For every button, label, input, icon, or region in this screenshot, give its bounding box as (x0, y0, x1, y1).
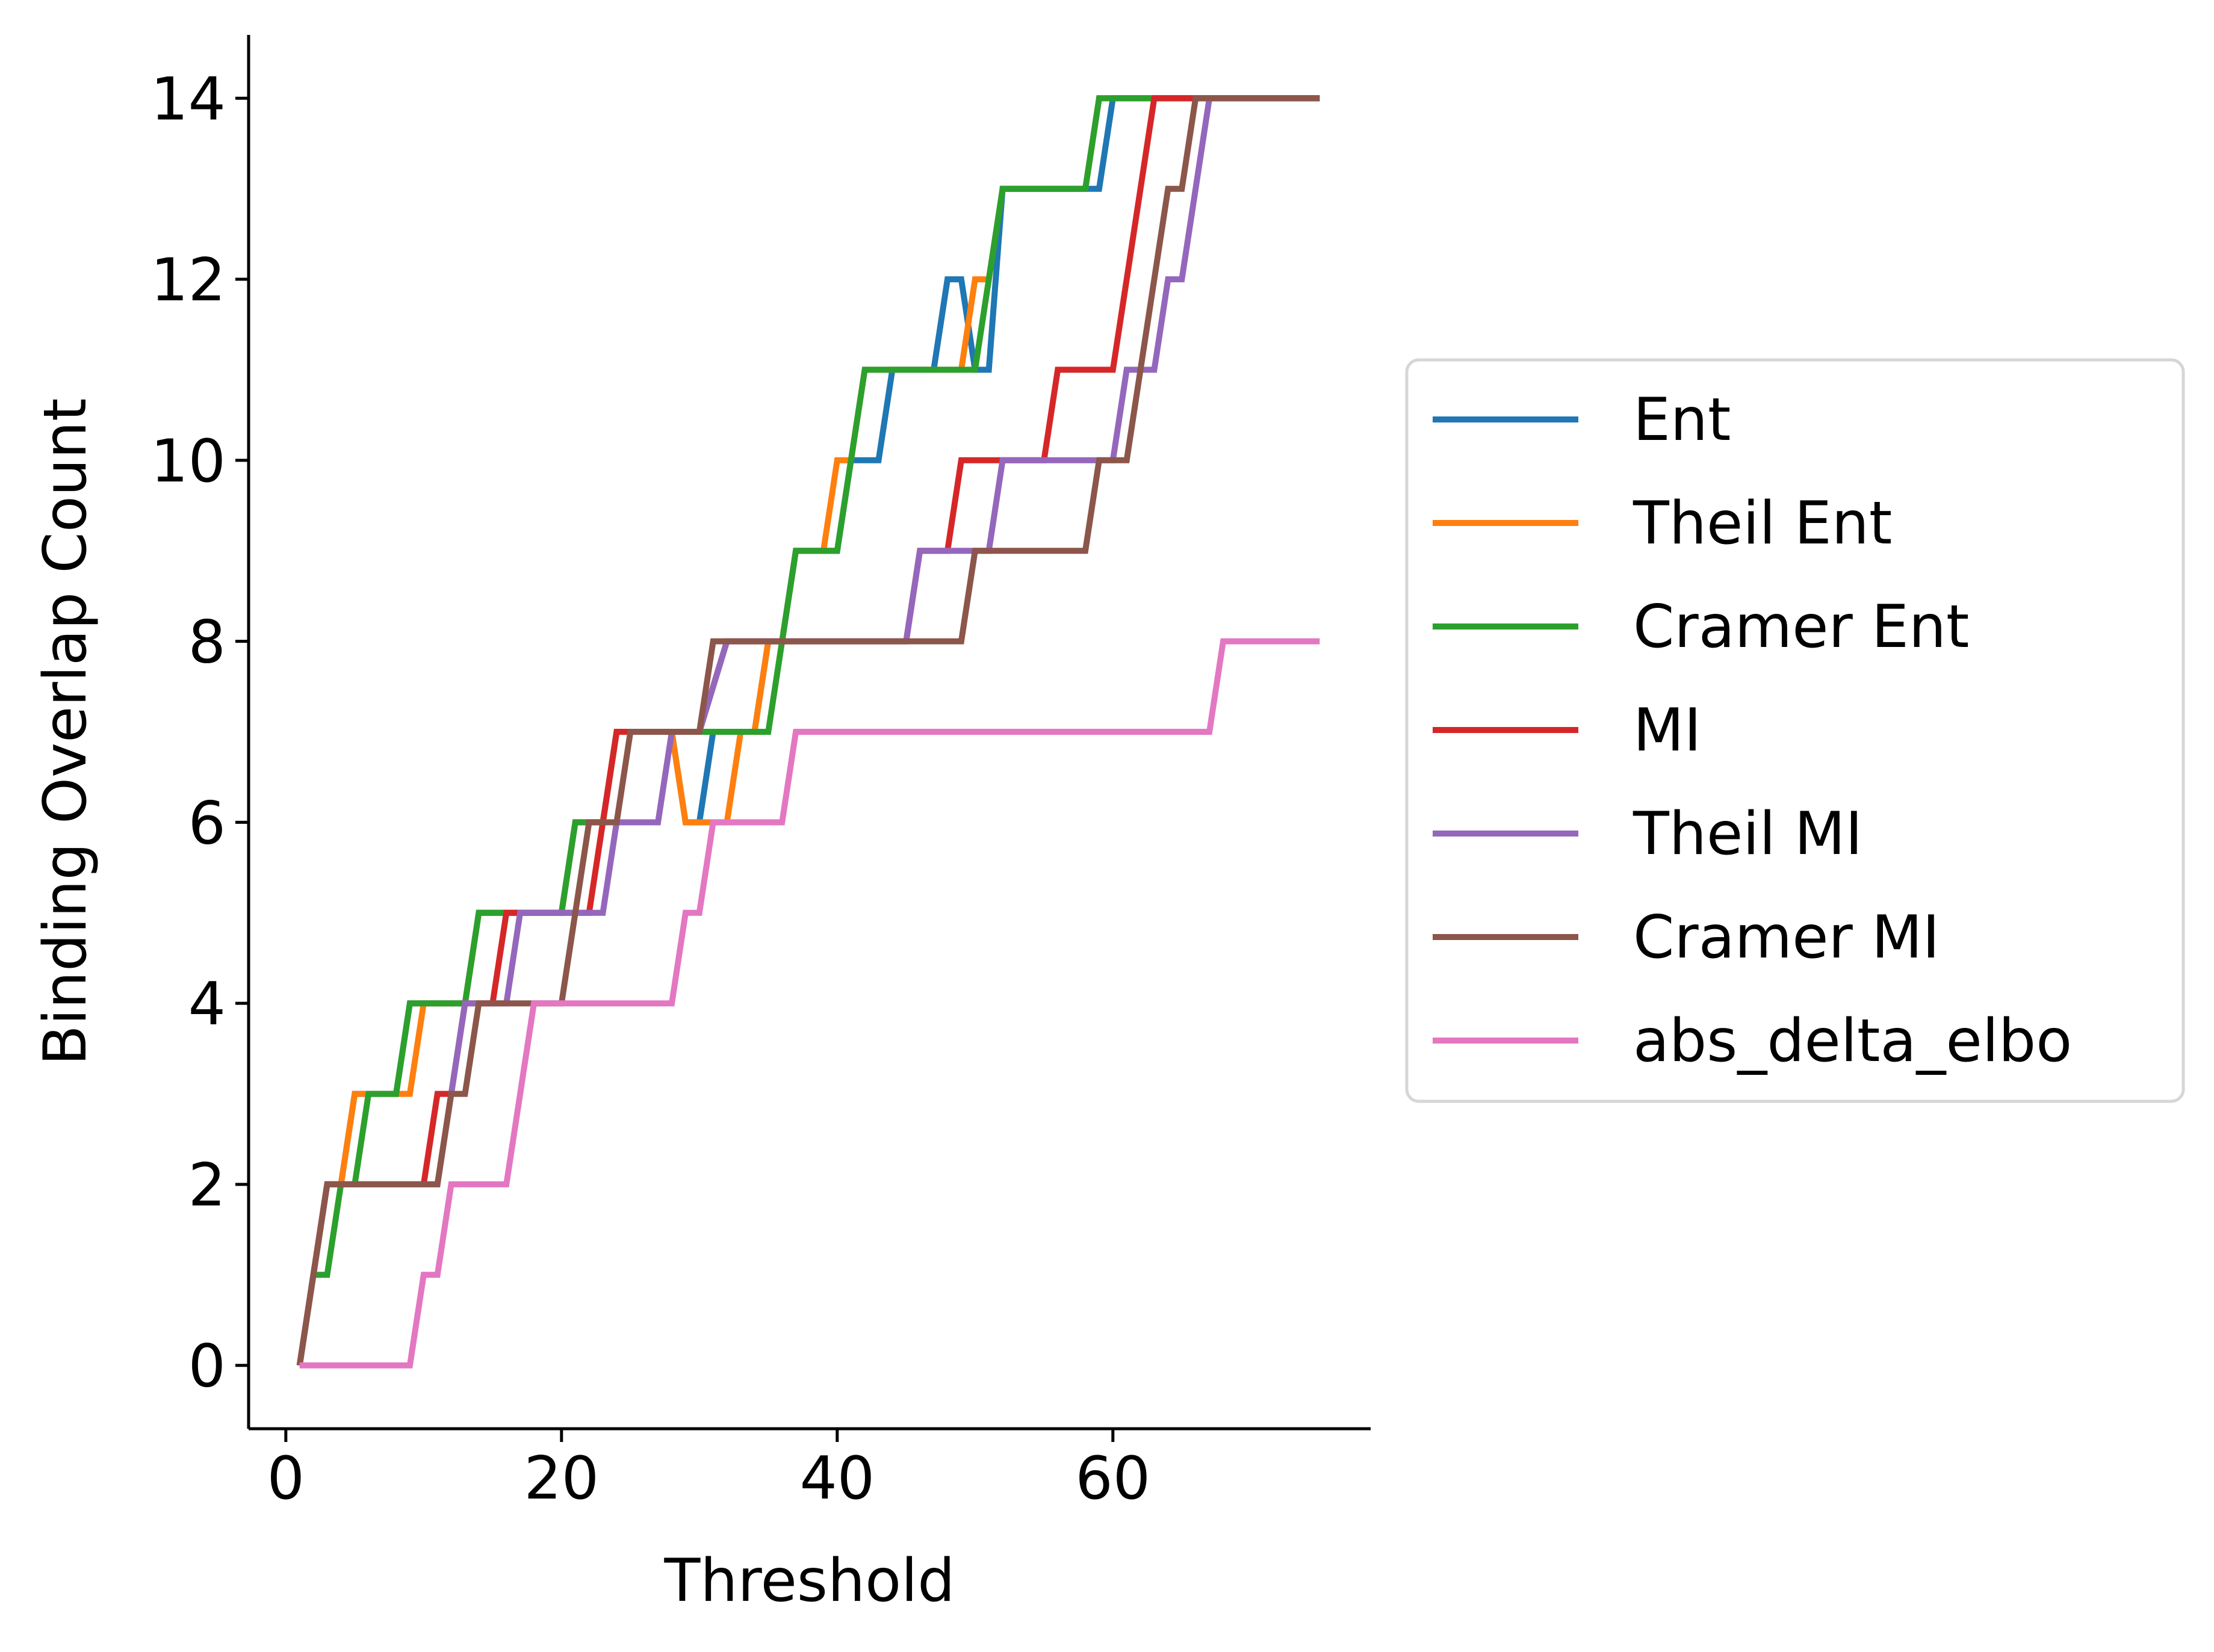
legend-label: MI (1633, 696, 1701, 765)
y-tick-label: 8 (188, 608, 226, 677)
x-ticks: 0 20 40 60 (267, 1429, 1150, 1513)
legend-label: abs_delta_elbo (1633, 1007, 2072, 1075)
y-tick-label: 0 (188, 1332, 226, 1401)
y-tick-label: 10 (150, 427, 226, 496)
y-tick-label: 12 (150, 246, 226, 315)
y-tick-label: 4 (188, 970, 226, 1039)
y-tick-label: 14 (150, 65, 226, 134)
x-tick-label: 40 (799, 1444, 875, 1513)
legend: Ent Theil Ent Cramer Ent MI Theil MI Cramer M… (1405, 358, 2185, 1103)
legend-label: Theil Ent (1633, 489, 1892, 558)
plot-area (296, 95, 1320, 1369)
x-tick-label: 0 (267, 1444, 305, 1513)
y-axis-label: Binding Overlap Count (31, 398, 100, 1066)
x-axis-label: Threshold (664, 1547, 955, 1615)
legend-label: Theil MI (1633, 800, 1862, 868)
series-line-6 (296, 95, 1320, 1366)
x-tick-label: 60 (1075, 1444, 1150, 1513)
legend-label: Cramer MI (1633, 903, 1940, 972)
y-tick-label: 6 (188, 789, 226, 858)
y-ticks: 0 2 4 6 8 10 12 14 (150, 65, 249, 1401)
axes (247, 35, 1371, 1431)
x-tick-label: 20 (524, 1444, 599, 1513)
legend-frame (1405, 358, 2185, 1103)
series-line-7 (299, 638, 1320, 1369)
y-tick-label: 2 (188, 1151, 226, 1220)
legend-label: Ent (1633, 386, 1731, 454)
legend-label: Cramer Ent (1633, 593, 1969, 661)
